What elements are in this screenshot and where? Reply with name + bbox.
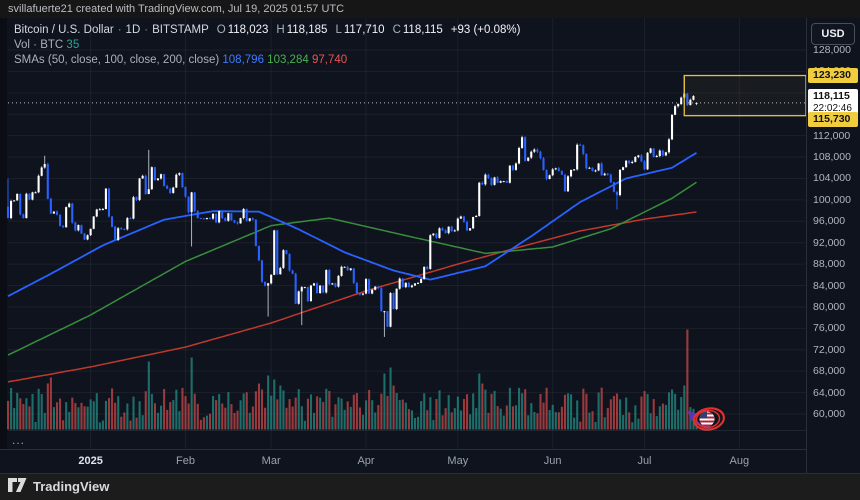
red-circle-inner [695,409,721,429]
price-tick: 76,000 [813,322,846,335]
change-value: +93 (+0.08%) [450,24,521,36]
bar-countdown: 22:02:46 [813,103,852,115]
us-flag-icon [699,411,715,427]
price-tick: 100,000 [813,193,851,206]
volume-bars [7,329,698,430]
time-tick: 2025 [78,455,103,467]
time-tick: Apr [357,455,375,467]
interval-label: 1D [125,24,141,36]
price-tick: 104,000 [813,172,851,185]
range-bottom-price-label: 115,730 [808,112,858,128]
time-tick: Aug [729,455,750,467]
footer-brand[interactable]: TradingView [8,478,109,494]
price-tick: 88,000 [813,258,846,271]
time-tick: Feb [175,455,195,467]
price-range-box[interactable] [683,74,807,117]
time-tick: Mar [261,455,281,467]
price-tick: 80,000 [813,300,846,313]
current-price-value: 118,115 [813,90,850,103]
exchange-label: BITSTAMP [152,24,209,36]
time-tick: May [447,455,469,467]
sma-lines [7,152,697,383]
price-tick: 112,000 [813,129,851,142]
purple-arrow-icon [688,411,698,422]
attribution-bar: svillafuerte21 created with TradingView.… [0,0,860,18]
widget-bottom-border [0,473,860,474]
price-tick: 84,000 [813,279,846,292]
red-circle-outer [693,407,725,431]
price-tick: 60,000 [813,408,846,420]
price-tick: 108,000 [813,151,851,164]
time-axis-border [0,449,860,450]
legend-sma-row: SMAs (50, close, 100, close, 200, close)… [14,53,522,67]
tradingview-logo-icon [8,478,27,492]
us-flag-sticker[interactable] [688,406,726,432]
current-price-label: 118,115 22:02:46 [808,89,858,117]
attribution-text: svillafuerte21 created with TradingView.… [8,3,345,15]
price-axis[interactable]: USD 128,000124,000120,000116,000112,0001… [806,18,860,473]
currency-button[interactable]: USD [811,23,855,45]
price-tick: 72,000 [813,343,846,356]
sma200-value: 97,740 [311,54,348,66]
chart-left-margin [0,18,7,473]
price-tick: 64,000 [813,386,846,399]
price-tick: 96,000 [813,215,846,228]
symbol-title: Bitcoin / U.S. Dollar [14,24,114,36]
legend-symbol-row: Bitcoin / U.S. Dollar · 1D · BITSTAMP O 118,02… [14,24,521,36]
sma-label: SMAs (50, close, 100, close, 200, close) [14,54,220,66]
time-axis[interactable]: 2025 Feb Mar Apr May Jun Jul Aug [0,450,806,473]
time-tick: Jun [543,455,562,467]
sma50-value: 108,796 [222,54,264,66]
legend: Bitcoin / U.S. Dollar · 1D · BITSTAMP O 118,02… [14,23,522,68]
more-icon[interactable]: ... [12,433,26,447]
time-tick: Jul [637,455,652,467]
price-tick: 92,000 [813,236,846,249]
pane-separator[interactable] [8,430,806,431]
tradingview-logo-text: TradingView [33,478,110,494]
volume-label: Vol · BTC [14,39,64,51]
candlesticks [6,75,698,337]
ohlc-values: O 118,023 H 118,185 L 117,710 C 118,115 +93 (+0.… [216,24,521,36]
sma100-value: 103,284 [267,54,309,66]
price-tick: 68,000 [813,365,846,378]
volume-value: 35 [66,39,80,51]
price-tick: 128,000 [813,44,851,56]
legend-volume-row: Vol · BTC 35 [14,38,522,52]
range-top-price-label: 123,230 [808,68,858,84]
